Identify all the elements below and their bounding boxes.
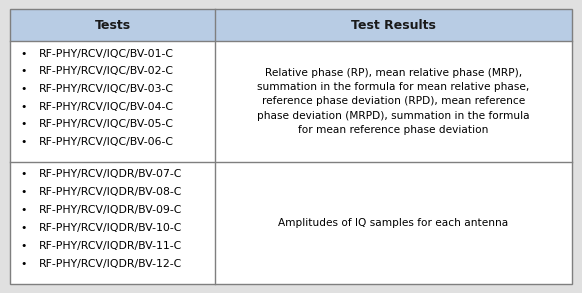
Text: •: • bbox=[20, 49, 26, 59]
Text: RF-PHY/RCV/IQC/BV-06-C: RF-PHY/RCV/IQC/BV-06-C bbox=[38, 137, 173, 147]
Text: •: • bbox=[20, 241, 26, 251]
Text: •: • bbox=[20, 84, 26, 94]
Text: RF-PHY/RCV/IQC/BV-03-C: RF-PHY/RCV/IQC/BV-03-C bbox=[38, 84, 173, 94]
Text: Tests: Tests bbox=[95, 18, 131, 32]
Text: •: • bbox=[20, 137, 26, 147]
Text: RF-PHY/RCV/IQC/BV-01-C: RF-PHY/RCV/IQC/BV-01-C bbox=[38, 49, 173, 59]
Text: Test Results: Test Results bbox=[351, 18, 436, 32]
Text: •: • bbox=[20, 120, 26, 130]
Text: RF-PHY/RCV/IQDR/BV-07-C: RF-PHY/RCV/IQDR/BV-07-C bbox=[38, 169, 182, 179]
Text: RF-PHY/RCV/IQC/BV-05-C: RF-PHY/RCV/IQC/BV-05-C bbox=[38, 120, 173, 130]
Text: Amplitudes of IQ samples for each antenna: Amplitudes of IQ samples for each antenn… bbox=[278, 218, 509, 228]
Text: •: • bbox=[20, 205, 26, 215]
Bar bbox=[10, 162, 572, 284]
Bar bbox=[10, 9, 572, 41]
Text: •: • bbox=[20, 259, 26, 269]
Text: RF-PHY/RCV/IQDR/BV-10-C: RF-PHY/RCV/IQDR/BV-10-C bbox=[38, 223, 182, 233]
Text: Relative phase (RP), mean relative phase (MRP),
summation in the formula for mea: Relative phase (RP), mean relative phase… bbox=[257, 68, 530, 135]
Text: •: • bbox=[20, 187, 26, 197]
Text: RF-PHY/RCV/IQDR/BV-08-C: RF-PHY/RCV/IQDR/BV-08-C bbox=[38, 187, 182, 197]
Text: RF-PHY/RCV/IQC/BV-02-C: RF-PHY/RCV/IQC/BV-02-C bbox=[38, 67, 173, 76]
Text: RF-PHY/RCV/IQDR/BV-09-C: RF-PHY/RCV/IQDR/BV-09-C bbox=[38, 205, 182, 215]
Text: •: • bbox=[20, 223, 26, 233]
Text: •: • bbox=[20, 67, 26, 76]
Text: •: • bbox=[20, 102, 26, 112]
Text: RF-PHY/RCV/IQDR/BV-11-C: RF-PHY/RCV/IQDR/BV-11-C bbox=[38, 241, 182, 251]
Text: RF-PHY/RCV/IQC/BV-04-C: RF-PHY/RCV/IQC/BV-04-C bbox=[38, 102, 173, 112]
Text: •: • bbox=[20, 169, 26, 179]
Bar bbox=[10, 41, 572, 162]
Text: RF-PHY/RCV/IQDR/BV-12-C: RF-PHY/RCV/IQDR/BV-12-C bbox=[38, 259, 182, 269]
